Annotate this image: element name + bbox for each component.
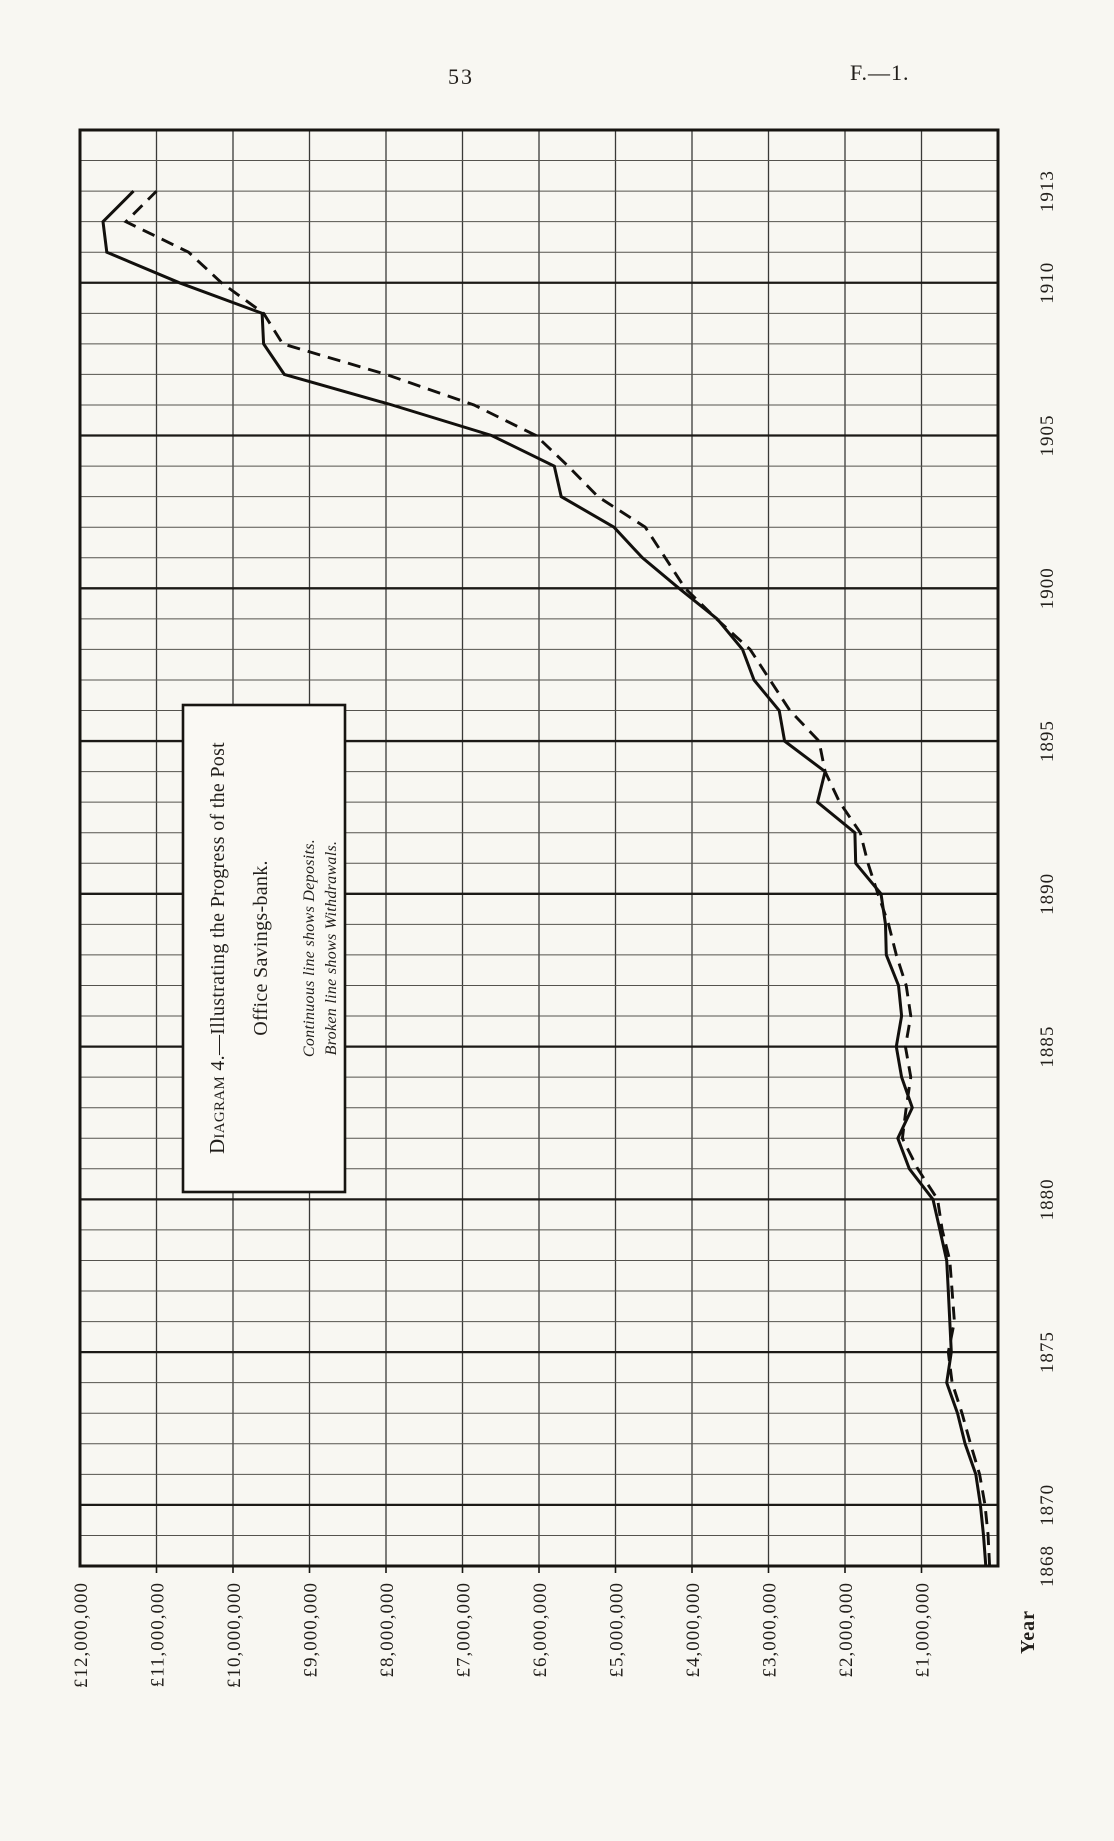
value-tick-label: £11,000,000 [148, 1582, 169, 1687]
value-tick-label: £9,000,000 [301, 1582, 322, 1678]
year-tick-label: 1880 [1037, 1178, 1058, 1220]
page-number: 53 [448, 64, 474, 89]
title-box-frame [181, 703, 347, 1194]
value-tick-label: £3,000,000 [760, 1582, 781, 1678]
year-tick-label: 1868 [1037, 1545, 1058, 1587]
value-tick-label: £12,000,000 [71, 1582, 92, 1688]
value-tick-label: £2,000,000 [836, 1582, 857, 1678]
year-tick-label: 1900 [1037, 567, 1058, 609]
year-tick-label: 1910 [1037, 262, 1058, 304]
plot-border [78, 128, 1000, 1568]
chart-title-line2: Office Savings-bank. [250, 860, 272, 1036]
value-tick-label: £7,000,000 [454, 1582, 475, 1678]
document-reference: F.—1. [850, 60, 910, 85]
chart-title-line1: Diagram 4.—Illustrating the Progress of … [205, 742, 229, 1154]
year-tick-label: 1870 [1037, 1484, 1058, 1526]
value-tick-label: £6,000,000 [530, 1582, 551, 1678]
value-tick-label: £8,000,000 [377, 1582, 398, 1678]
value-tick-label: £10,000,000 [224, 1582, 245, 1688]
legend-deposits-note: Continuous line shows Deposits. [301, 839, 318, 1057]
withdrawals-line [123, 190, 992, 1567]
year-tick-label: 1895 [1037, 720, 1058, 762]
year-tick-label: 1905 [1037, 415, 1058, 457]
series-layer [101, 190, 992, 1567]
year-tick-label: 1890 [1037, 873, 1058, 915]
year-tick-label: 1875 [1037, 1331, 1058, 1373]
year-tick-label: 1885 [1037, 1026, 1058, 1068]
year-axis-title: Year [1017, 1610, 1039, 1654]
axis-labels-layer: £12,000,000 £11,000,000 £10,000,000 £9,000,… [71, 170, 1058, 1688]
value-tick-label: £4,000,000 [683, 1582, 704, 1678]
legend-withdrawals-note: Broken line shows Withdrawals. [323, 841, 340, 1056]
value-tick-label: £5,000,000 [607, 1582, 628, 1678]
year-tick-label: 1913 [1037, 170, 1058, 212]
value-tick-label: £1,000,000 [913, 1582, 934, 1678]
chart-title-box: Diagram 4.—Illustrating the Progress of … [181, 703, 347, 1194]
